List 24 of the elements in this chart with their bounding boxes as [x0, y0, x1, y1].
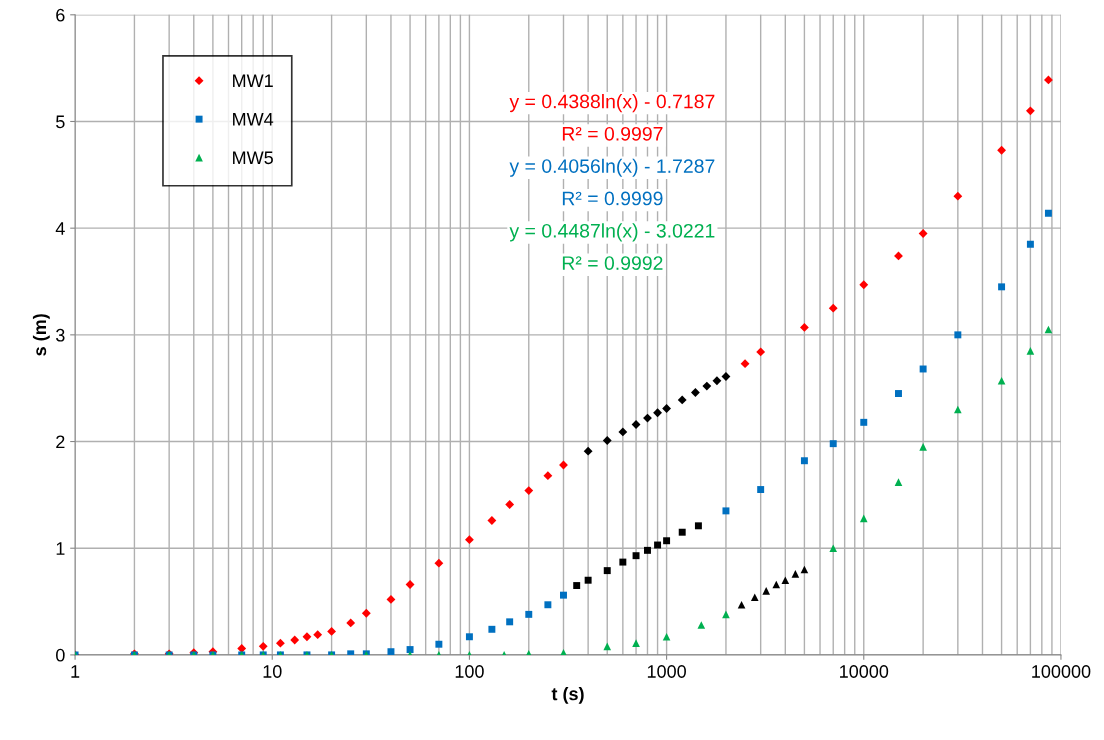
- annotation: R² = 0.9992: [562, 256, 663, 270]
- y-tick-label: 3: [56, 328, 65, 342]
- x-axis-title: t (s): [551, 687, 584, 704]
- annotation: y = 0.4388ln(x) - 0.7187: [509, 94, 715, 113]
- y-tick-label: 1: [56, 542, 65, 555]
- x-tick-label: 100: [455, 665, 484, 678]
- x-tick-label: 10: [263, 665, 282, 678]
- annotation: y = 0.4056ln(x) - 1.7287: [509, 158, 715, 177]
- y-axis-title: s (m): [32, 314, 50, 356]
- legend-label: MW4: [233, 113, 274, 126]
- x-tick-label: 100000: [1032, 665, 1091, 678]
- x-tick-label: 1000: [647, 665, 686, 678]
- y-tick-label: 6: [56, 8, 65, 22]
- legend-label: MW1: [233, 74, 273, 87]
- y-tick-label: 5: [56, 115, 65, 129]
- y-tick-label: 2: [56, 435, 65, 449]
- y-tick-label: 4: [55, 222, 65, 235]
- annotation: y = 0.4487ln(x) - 3.0221: [509, 223, 715, 242]
- annotation: R² = 0.9999: [562, 191, 663, 206]
- y-tick-label: 0: [56, 648, 65, 662]
- x-tick-label: 1: [71, 665, 80, 678]
- x-tick-label: 10000: [840, 665, 889, 678]
- annotation: R² = 0.9997: [562, 126, 663, 141]
- legend-label: MW5: [233, 151, 273, 165]
